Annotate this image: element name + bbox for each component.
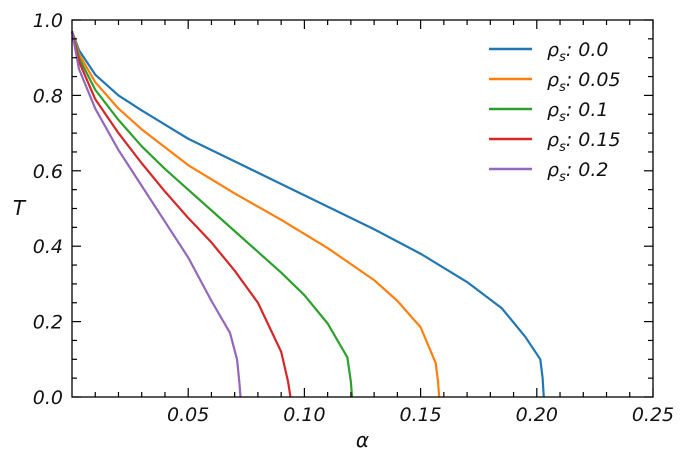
legend: ρs: 0.0 ρs: 0.05 ρs: 0.1 ρs: 0.15 ρs: 0.2: [489, 39, 621, 185]
y-axis-label: T: [13, 196, 27, 220]
x-axis-label: α: [356, 428, 369, 452]
x-tick-label: 0.05: [167, 404, 209, 426]
series-line-2: [70, 31, 354, 398]
x-tick-label: 0.25: [632, 404, 674, 426]
y-tick-label: 0.0: [33, 387, 63, 409]
series-line-4: [70, 31, 242, 398]
axis-ticks: [72, 19, 654, 398]
y-tick-label: 0.8: [33, 85, 63, 107]
legend-label: ρs: 0.2: [547, 159, 609, 185]
series-line-1: [70, 30, 441, 398]
series-line-0: [70, 30, 545, 398]
x-tick-label: 0.15: [399, 404, 441, 426]
legend-label: ρs: 0.0: [547, 39, 609, 65]
y-tick-label: 0.4: [33, 236, 63, 258]
legend-label: ρs: 0.05: [547, 69, 621, 95]
x-tick-label: 0.10: [283, 404, 325, 426]
legend-label: ρs: 0.1: [547, 99, 609, 125]
y-tick-label: 0.6: [33, 161, 63, 183]
tick-labels: 0.05 0.10 0.15 0.20 0.25 0.0 0.2 0.4 0.6 0.8 1.0: [33, 10, 674, 426]
y-tick-label: 0.2: [33, 312, 63, 334]
plot-lines: [70, 30, 545, 398]
y-tick-label: 1.0: [33, 10, 63, 32]
legend-label: ρs: 0.15: [547, 129, 621, 155]
x-tick-label: 0.20: [516, 404, 558, 426]
series-line-3: [70, 31, 292, 398]
